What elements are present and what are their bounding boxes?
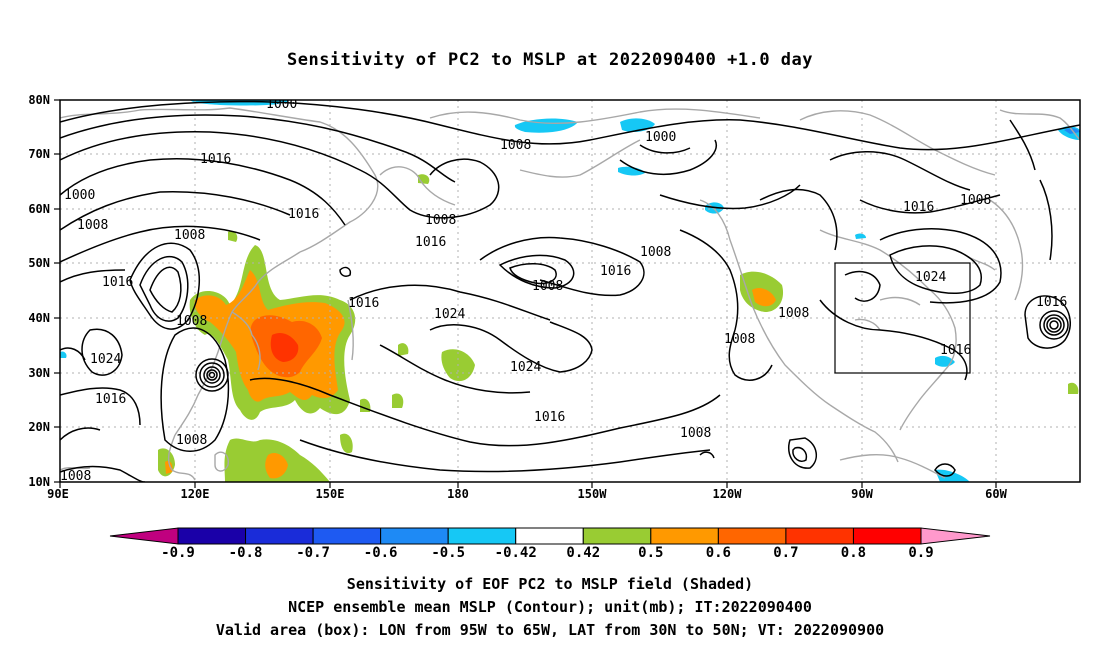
contour-label: 1024 bbox=[915, 270, 946, 285]
contour-label: 1008 bbox=[778, 306, 809, 321]
colorbar-label: -0.42 bbox=[495, 545, 537, 561]
colorbar-min-arrow bbox=[109, 527, 179, 545]
colorbar-cell bbox=[312, 527, 382, 545]
lon-tick-label: 180 bbox=[447, 487, 469, 501]
latitude-axis: 80N 70N 60N 50N 40N 30N 20N 10N bbox=[28, 93, 50, 489]
lon-tick-label: 60W bbox=[985, 487, 1007, 501]
contour-label: 1008 bbox=[77, 218, 108, 233]
colorbar-label: -0.8 bbox=[229, 545, 263, 561]
contour-label: 1008 bbox=[425, 213, 456, 228]
colorbar-label: 0.7 bbox=[773, 545, 798, 561]
lat-tick-label: 30N bbox=[28, 366, 50, 380]
contour-label: 1008 bbox=[960, 193, 991, 208]
lat-tick-label: 40N bbox=[28, 311, 50, 325]
colorbar-cell bbox=[582, 527, 652, 545]
contour-label: 1008 bbox=[176, 433, 207, 448]
colorbar-label: 0.8 bbox=[841, 545, 866, 561]
coastlines bbox=[60, 107, 1080, 481]
colorbar-cell bbox=[447, 527, 517, 545]
contour-label: 1016 bbox=[200, 152, 231, 167]
contour-label: 1016 bbox=[940, 343, 971, 358]
colorbar-max-arrow bbox=[920, 527, 991, 545]
lat-tick-label: 70N bbox=[28, 147, 50, 161]
colorbar-label: 0.42 bbox=[566, 545, 600, 561]
colorbar-label: 0.6 bbox=[706, 545, 731, 561]
lon-tick-label: 90E bbox=[47, 487, 69, 501]
colorbar: -0.9 -0.8 -0.7 -0.6 -0.5 -0.42 0.42 0.5 0.6 0.7 0.… bbox=[109, 527, 991, 561]
valid-area-box bbox=[834, 262, 971, 374]
lon-tick-label: 150E bbox=[316, 487, 345, 501]
lat-lon-grid bbox=[60, 100, 1080, 482]
colorbar-label: -0.7 bbox=[296, 545, 330, 561]
contour-label: 1016 bbox=[288, 207, 319, 222]
lat-tick-label: 20N bbox=[28, 420, 50, 434]
lat-tick-label: 10N bbox=[28, 475, 50, 489]
longitude-axis: 90E 120E 150E 180 150W 120W 90W 60W bbox=[47, 487, 1007, 501]
colorbar-label: -0.5 bbox=[431, 545, 465, 561]
mslp-contours bbox=[60, 100, 1080, 482]
colorbar-label: 0.5 bbox=[638, 545, 663, 561]
caption-contour: NCEP ensemble mean MSLP (Contour); unit(… bbox=[288, 598, 812, 616]
positive-sensitivity-shading bbox=[158, 174, 1079, 482]
colorbar-label: -0.9 bbox=[161, 545, 195, 561]
contour-label: 1000 bbox=[645, 130, 676, 145]
colorbar-cell bbox=[852, 527, 922, 545]
contour-label: 1008 bbox=[500, 138, 531, 153]
lat-tick-label: 60N bbox=[28, 202, 50, 216]
contour-label: 1016 bbox=[102, 275, 133, 290]
contour-label: 1008 bbox=[176, 314, 207, 329]
negative-sensitivity-shading bbox=[60, 100, 1080, 482]
colorbar-cell bbox=[717, 527, 787, 545]
contour-label: 1000 bbox=[266, 97, 297, 112]
colorbar-cell bbox=[515, 527, 584, 545]
contour-label: 1016 bbox=[95, 392, 126, 407]
lat-tick-label: 50N bbox=[28, 256, 50, 270]
contour-label: 1024 bbox=[510, 360, 541, 375]
lon-tick-label: 120W bbox=[713, 487, 743, 501]
contour-label: 1016 bbox=[415, 235, 446, 250]
colorbar-cell bbox=[380, 527, 449, 545]
contour-label: 1016 bbox=[1036, 295, 1067, 310]
plot-frame bbox=[59, 99, 1081, 483]
contour-label: 1000 bbox=[64, 188, 95, 203]
colorbar-cell bbox=[245, 527, 314, 545]
map-title: Sensitivity of PC2 to MSLP at 2022090400… bbox=[286, 50, 813, 70]
lon-tick-label: 90W bbox=[851, 487, 873, 501]
contour-label: 1008 bbox=[60, 469, 91, 484]
contour-label: 1016 bbox=[600, 264, 631, 279]
contour-labels: 1000 1000 1000 1008 1008 1008 1008 1008 … bbox=[60, 97, 1067, 484]
contour-label: 1008 bbox=[174, 228, 205, 243]
contour-label: 1008 bbox=[532, 279, 563, 294]
contour-label: 1024 bbox=[434, 307, 465, 322]
contour-label: 1016 bbox=[348, 296, 379, 311]
lon-tick-label: 120E bbox=[181, 487, 210, 501]
contour-label: 1016 bbox=[903, 200, 934, 215]
contour-label: 1008 bbox=[640, 245, 671, 260]
colorbar-label: 0.9 bbox=[908, 545, 933, 561]
lat-tick-label: 80N bbox=[28, 93, 50, 107]
contour-label: 1024 bbox=[90, 352, 121, 367]
lon-tick-label: 150W bbox=[578, 487, 608, 501]
contour-label: 1016 bbox=[534, 410, 565, 425]
colorbar-label: -0.6 bbox=[364, 545, 398, 561]
caption-valid-area: Valid area (box): LON from 95W to 65W, L… bbox=[215, 621, 885, 639]
colorbar-cell bbox=[650, 527, 719, 545]
contour-label: 1008 bbox=[680, 426, 711, 441]
caption-shaded: Sensitivity of EOF PC2 to MSLP field (Sh… bbox=[346, 575, 754, 593]
contour-label: 1008 bbox=[724, 332, 755, 347]
colorbar-cell bbox=[177, 527, 247, 545]
colorbar-cell bbox=[785, 527, 854, 545]
